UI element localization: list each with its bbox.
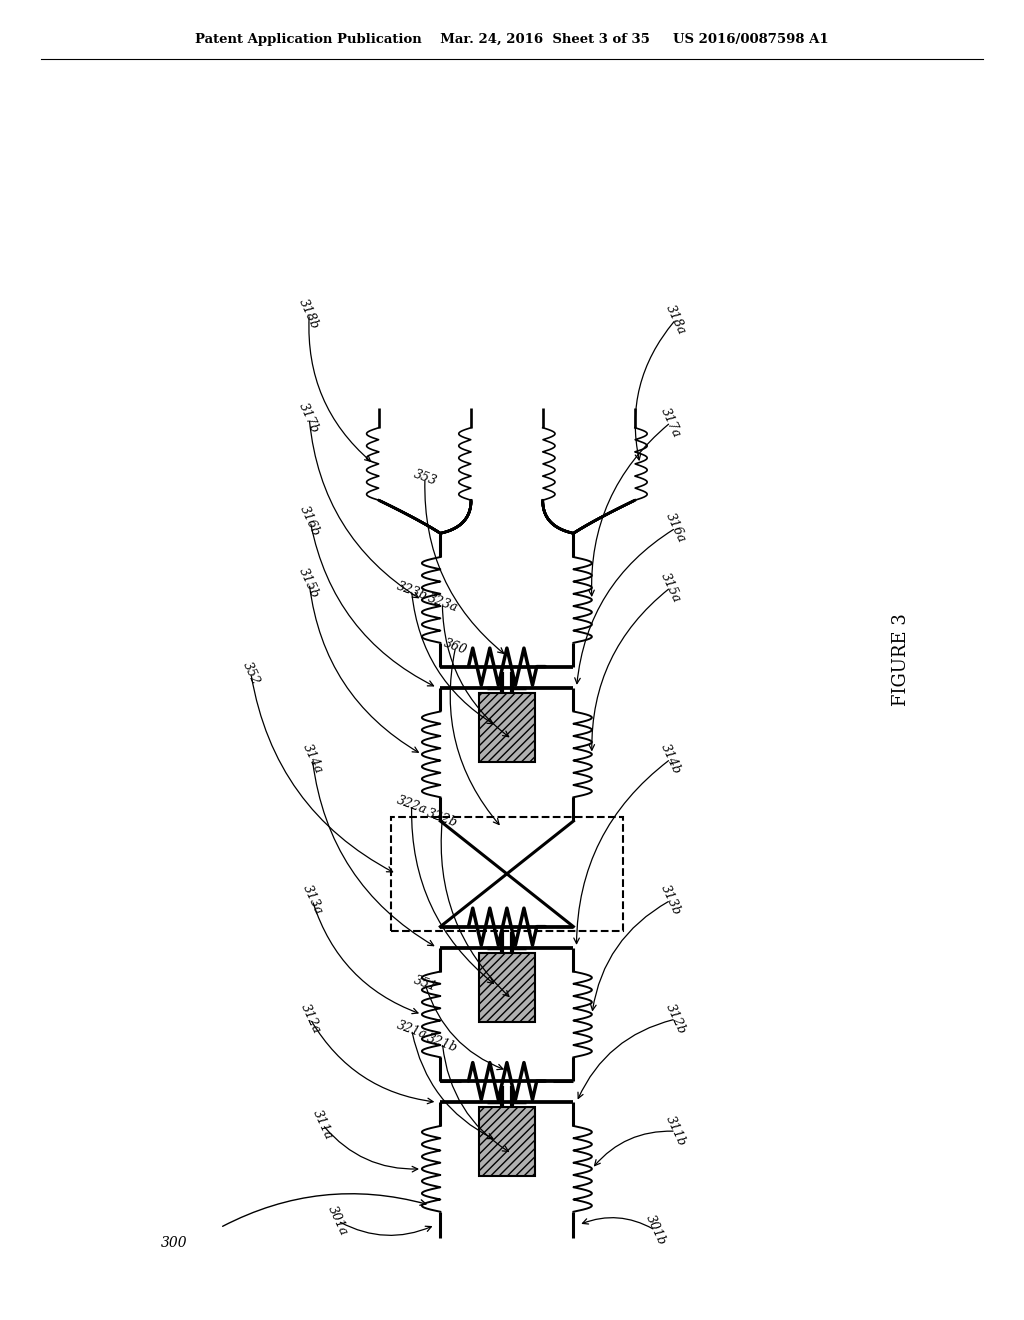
Text: FIGURE 3: FIGURE 3 bbox=[892, 614, 910, 706]
Text: 317b: 317b bbox=[297, 401, 322, 436]
Text: 312a: 312a bbox=[298, 1002, 323, 1036]
Text: 321b: 321b bbox=[425, 1031, 460, 1055]
Text: 353: 353 bbox=[412, 467, 438, 488]
Text: 311b: 311b bbox=[664, 1114, 688, 1148]
Text: 323b: 323b bbox=[394, 579, 429, 603]
Text: 312b: 312b bbox=[664, 1002, 688, 1036]
Bar bbox=[478, 693, 535, 762]
Text: 301a: 301a bbox=[326, 1204, 350, 1238]
Text: 315a: 315a bbox=[658, 570, 683, 605]
Text: 322a: 322a bbox=[394, 793, 429, 817]
Text: 316a: 316a bbox=[664, 511, 688, 545]
Text: 321a: 321a bbox=[394, 1018, 429, 1041]
Text: 314b: 314b bbox=[658, 742, 683, 776]
Text: 314a: 314a bbox=[300, 742, 325, 776]
Text: 318b: 318b bbox=[297, 297, 322, 331]
Text: 360: 360 bbox=[442, 636, 469, 657]
Text: Patent Application Publication    Mar. 24, 2016  Sheet 3 of 35     US 2016/00875: Patent Application Publication Mar. 24, … bbox=[196, 33, 828, 46]
Text: 322b: 322b bbox=[425, 807, 460, 830]
Text: 313b: 313b bbox=[658, 883, 683, 917]
Text: 316b: 316b bbox=[298, 504, 323, 539]
Text: 317a: 317a bbox=[658, 405, 683, 440]
Text: 301b: 301b bbox=[643, 1213, 668, 1247]
Bar bbox=[478, 1107, 535, 1176]
Text: 313a: 313a bbox=[300, 883, 325, 917]
Text: 311a: 311a bbox=[310, 1107, 335, 1142]
Text: 352: 352 bbox=[240, 660, 262, 686]
Bar bbox=[478, 953, 535, 1022]
Text: 318a: 318a bbox=[664, 302, 688, 337]
Text: 315b: 315b bbox=[297, 566, 322, 601]
Bar bbox=[391, 817, 623, 931]
Text: 351: 351 bbox=[412, 973, 438, 994]
Text: 300: 300 bbox=[161, 1237, 187, 1250]
Text: 323a: 323a bbox=[425, 591, 460, 615]
